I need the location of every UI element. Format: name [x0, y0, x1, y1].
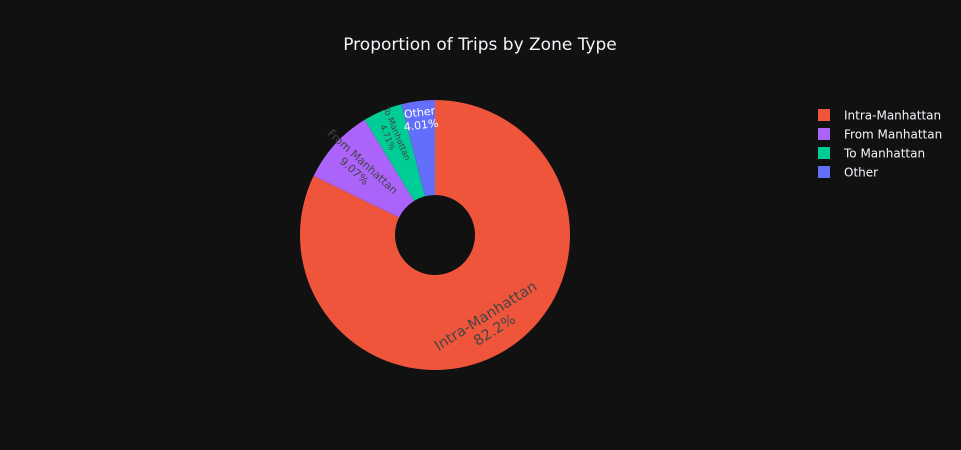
legend-swatch — [818, 166, 830, 178]
slice-other[interactable] — [401, 100, 435, 197]
slice-from-manhattan[interactable] — [313, 119, 415, 218]
legend-item-other[interactable]: Other — [818, 166, 878, 180]
slice-to-manhattan[interactable] — [364, 104, 426, 201]
legend-label: From Manhattan — [844, 128, 942, 142]
legend-item-from-manhattan[interactable]: From Manhattan — [818, 128, 942, 142]
slice-label-name: Other — [403, 104, 436, 121]
slice-label-percent: 4.01% — [403, 117, 439, 134]
legend-swatch — [818, 147, 830, 159]
legend-label: Intra-Manhattan — [844, 109, 941, 123]
legend-item-intra-manhattan[interactable]: Intra-Manhattan — [818, 109, 941, 123]
legend-swatch — [818, 109, 830, 121]
legend-item-to-manhattan[interactable]: To Manhattan — [818, 147, 925, 161]
pie-slices — [300, 100, 571, 371]
slice-intra-manhattan[interactable] — [300, 100, 571, 371]
chart-title: Proportion of Trips by Zone Type — [343, 35, 617, 55]
legend[interactable]: Intra-Manhattan From Manhattan To Manhatta… — [818, 109, 942, 180]
legend-swatch — [818, 128, 830, 140]
legend-label: To Manhattan — [843, 147, 925, 161]
legend-label: Other — [844, 166, 878, 180]
